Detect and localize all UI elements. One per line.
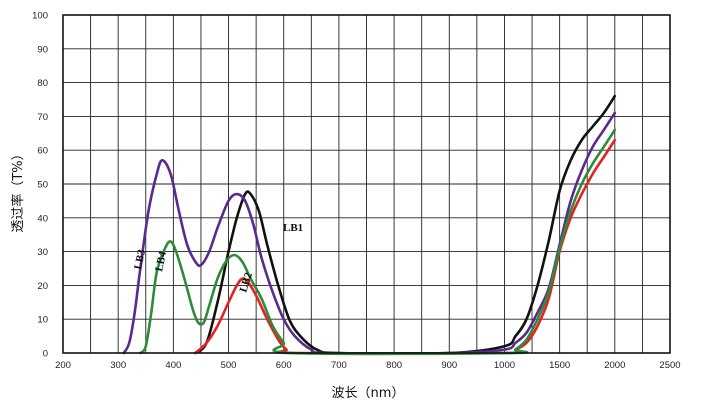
y-tick-label: 40 — [37, 213, 48, 224]
y-tick-label: 60 — [37, 146, 48, 157]
grid — [62, 14, 671, 354]
y-tick-label: 0 — [43, 349, 48, 360]
x-tick-label: 600 — [276, 360, 292, 371]
label-lb4: LB4 — [153, 250, 169, 273]
x-tick-label: 200 — [55, 360, 71, 371]
x-tick-label: 300 — [110, 360, 126, 371]
y-tick-label: 90 — [37, 44, 48, 55]
tick-labels: 200 300 400 500 600 700 800 900 1000 1500 2000 2500… — [32, 11, 680, 372]
x-tick-label: 1500 — [549, 360, 570, 371]
y-tick-label: 10 — [37, 315, 48, 326]
x-tick-label: 900 — [441, 360, 457, 371]
y-tick-label: 100 — [32, 11, 48, 22]
x-axis-title: 波长（nm） — [332, 386, 405, 401]
y-tick-label: 70 — [37, 112, 48, 123]
x-tick-label: 500 — [221, 360, 237, 371]
x-tick-label: 2000 — [604, 360, 625, 371]
y-tick-label: 30 — [37, 247, 48, 258]
x-tick-label: 800 — [386, 360, 402, 371]
y-tick-label: 20 — [37, 281, 48, 292]
y-tick-label: 80 — [37, 78, 48, 89]
label-lb3: LB3 — [132, 248, 148, 271]
series-line-lb4 — [139, 128, 617, 356]
plot-frame — [62, 14, 671, 354]
label-lb1: LB1 — [283, 222, 303, 234]
y-axis-title: 透过率（T%） — [10, 147, 26, 232]
x-tick-label: 700 — [331, 360, 347, 371]
x-tick-label: 1000 — [494, 360, 515, 371]
x-tick-label: 2500 — [659, 360, 680, 371]
y-tick-label: 50 — [37, 180, 48, 191]
x-tick-label: 400 — [165, 360, 181, 371]
